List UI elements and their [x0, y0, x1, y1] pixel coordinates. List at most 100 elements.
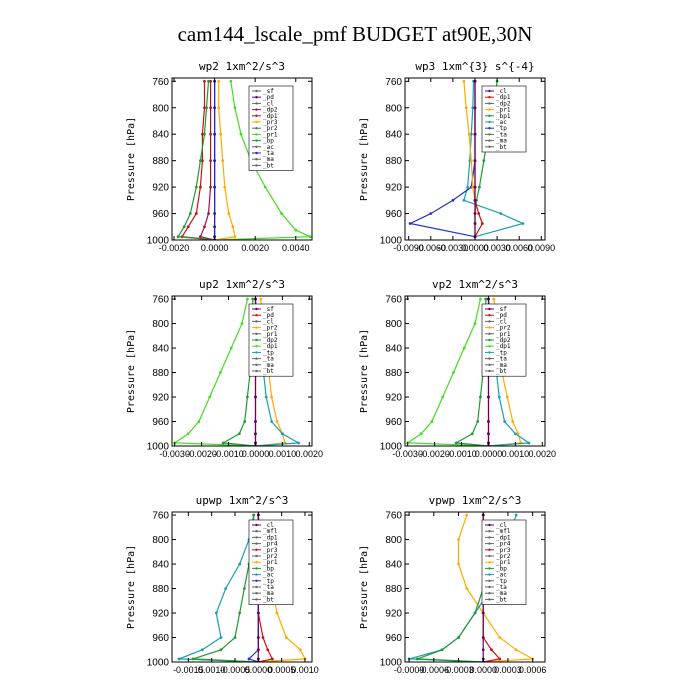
legend-label: _sf: [263, 88, 274, 95]
series-point: [217, 106, 221, 110]
series-point: [481, 648, 485, 652]
legend-marker: [488, 561, 491, 564]
figure-title: cam144_lscale_pmf BUDGET at90E,30N: [178, 22, 533, 46]
legend-label: _pr4: [496, 541, 511, 548]
series-point: [256, 636, 260, 639]
legend-label: _bt: [496, 144, 507, 151]
series-point: [473, 611, 477, 615]
series-point: [176, 235, 180, 239]
series-point: [527, 441, 531, 445]
legend-label: _ma: [496, 138, 507, 145]
legend: _sf_pd_cl_pr2_pr1_dp2_dp1_tp_ta_ma_bt: [481, 303, 527, 377]
legend-label: _pr1: [263, 331, 278, 338]
x-tick-label: 0.0000: [242, 449, 270, 459]
legend-marker: [488, 139, 491, 142]
x-tick-label: -0.0003: [443, 665, 474, 675]
y-tick-label: 960: [152, 417, 169, 428]
series-point: [275, 611, 279, 615]
legend-label: _ac: [496, 119, 507, 126]
legend-marker: [488, 145, 491, 148]
series-point: [275, 420, 279, 423]
legend-marker: [255, 573, 258, 576]
x-tick-label: -0.0020: [186, 449, 217, 459]
legend-marker: [488, 120, 491, 124]
legend-label: _bt: [496, 368, 507, 375]
series-point: [294, 228, 298, 232]
series-point: [247, 657, 251, 661]
legend-marker: [255, 338, 258, 342]
series-point: [473, 212, 477, 215]
legend-label: _tp: [263, 578, 274, 585]
legend-marker: [255, 127, 258, 130]
legend-marker: [488, 530, 491, 533]
legend-label: _pd: [496, 312, 507, 319]
series-point: [263, 185, 267, 189]
series-point: [465, 587, 469, 590]
series-point: [503, 420, 507, 423]
series-point: [219, 648, 223, 652]
legend-label: _dp2: [496, 337, 511, 344]
legend-label: _pd: [263, 312, 274, 319]
series-point: [186, 432, 190, 436]
legend-label: _pr2: [263, 125, 278, 132]
series-point: [245, 395, 249, 399]
y-tick-label: 760: [152, 77, 169, 88]
plot-frame: [404, 511, 546, 663]
legend-marker: [255, 158, 258, 161]
legend-marker: [255, 307, 258, 311]
series-point: [457, 636, 460, 639]
series-point: [177, 657, 181, 661]
series-point: [223, 185, 227, 189]
legend-label: _dp2: [263, 337, 278, 344]
series-line-tp: [408, 81, 476, 238]
y-axis-label: Pressure [hPa]: [359, 329, 370, 413]
legend-label: _cl: [496, 522, 507, 529]
series-point: [457, 538, 460, 541]
series-point: [490, 648, 493, 652]
y-tick-label: 960: [152, 633, 169, 644]
y-tick-label: 760: [385, 295, 402, 306]
series-point: [221, 441, 225, 445]
x-tick-label: 0.0000: [245, 665, 273, 675]
plot-frame: [171, 77, 313, 241]
x-tick-label: 0.0000: [469, 665, 497, 675]
series-point: [470, 432, 474, 436]
series-point: [476, 420, 480, 423]
legend-marker: [488, 96, 491, 99]
series-point: [233, 106, 237, 110]
legend-label: _pr2: [263, 553, 278, 560]
series-point: [182, 225, 186, 229]
legend-marker: [488, 102, 491, 105]
legend: _sf_pd_cl_dp2_dp1_pr3_pr2_pr1_bp_ac_ta_m…: [248, 85, 294, 171]
series-point: [429, 212, 433, 215]
legend-label: _cl: [496, 318, 507, 325]
series-point: [478, 185, 481, 189]
series-point: [209, 106, 212, 110]
legend-label: _bp: [263, 565, 274, 572]
legend-label: _cl: [263, 100, 274, 107]
legend-label: _pr2: [263, 325, 278, 332]
series-point: [521, 222, 525, 225]
panel-title: vp2 1xm^2/s^3: [432, 278, 518, 291]
series-point: [197, 420, 201, 423]
legend-marker: [255, 542, 258, 545]
legend-marker: [488, 314, 491, 317]
x-tick-label: -0.0030: [392, 449, 423, 459]
series-point: [209, 132, 212, 136]
series-point: [466, 185, 470, 189]
x-tick-label: 0.0040: [282, 243, 310, 253]
x-tick-label: -0.0030: [438, 243, 469, 253]
series-point: [207, 212, 210, 215]
y-tick-label: 960: [385, 209, 402, 220]
series-point: [243, 420, 247, 423]
x-tick-label: 0.0020: [529, 449, 557, 459]
series-point: [467, 132, 471, 136]
series-point: [242, 587, 246, 590]
legend-label: _dp1: [263, 534, 278, 541]
legend-marker: [488, 332, 491, 335]
legend-label: _bt: [263, 596, 274, 603]
y-tick-label: 840: [152, 344, 169, 355]
legend-marker: [255, 164, 258, 167]
legend-label: _tp: [263, 349, 274, 356]
